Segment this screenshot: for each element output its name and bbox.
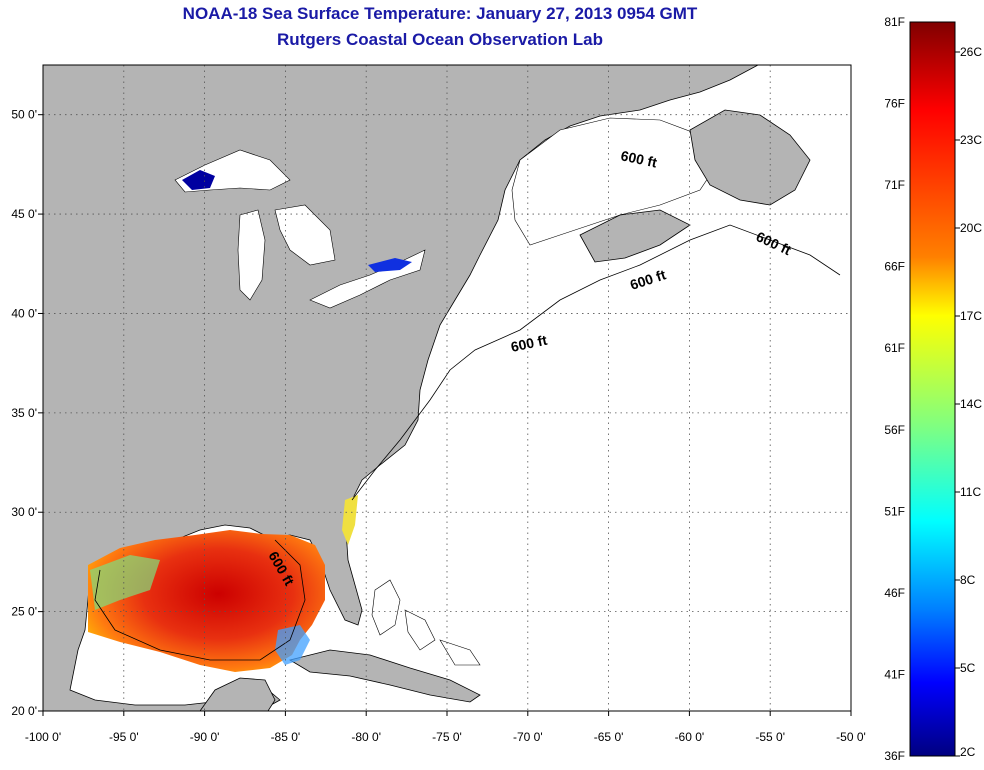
lake-erie-sst [368,258,412,272]
y-tick-label: 25 0' [11,605,37,619]
colorbar-fahrenheit-labels: 81F 76F 71F 66F 61F 56F 51F 46F 41F 36F [884,15,905,763]
gulf-of-st-lawrence [511,117,721,246]
x-tick-label: -90 0' [190,730,220,744]
x-tick-label: -95 0' [109,730,139,744]
colorbar-f-label: 51F [884,504,905,518]
x-tick-label: -85 0' [271,730,301,744]
contour-label-1: 600 ft [619,147,658,170]
map-frame [42,64,852,712]
colorbar-c-label: 8C [960,573,976,587]
y-axis-ticks: 50 0' 45 0' 40 0' 35 0' 30 0' 25 0' 20 0' [11,108,43,718]
colorbar-f-label: 81F [884,15,905,29]
colorbar-f-label: 41F [884,667,905,681]
x-axis-ticks: -100 0' -95 0' -90 0' -85 0' -80 0' -75 0' -70… [25,711,866,744]
contour-600ft-atlantic [351,224,841,501]
colorbar-f-label: 71F [884,178,905,192]
contour-600ft-gulf [94,539,306,661]
x-tick-label: -70 0' [513,730,543,744]
x-tick-label: -65 0' [594,730,624,744]
colorbar-f-label: 56F [884,423,905,437]
colorbar-celsius-labels: 26C 23C 20C 17C 14C 11C 8C 5C 2C [955,45,982,759]
colorbar-c-label: 11C [960,485,981,499]
colorbar-c-label: 26C [960,45,982,59]
x-tick-label: -55 0' [755,730,785,744]
land-yucatan [199,677,276,711]
colorbar-f-label: 76F [884,97,905,111]
colorbar-f-label: 66F [884,260,905,274]
lake-superior-sst [182,170,215,190]
x-tick-label: -75 0' [432,730,462,744]
colorbar-f-label: 36F [884,749,905,763]
colorbar-c-label: 17C [960,309,982,323]
x-tick-label: -60 0' [675,730,705,744]
x-tick-label: -100 0' [25,730,61,744]
sst-cool-patch [275,625,310,665]
y-tick-label: 45 0' [11,207,37,221]
bahamas-banks [371,579,481,666]
x-tick-label: -50 0' [836,730,866,744]
y-tick-label: 30 0' [11,505,37,519]
contour-label-4: 600 ft [509,332,548,355]
y-tick-label: 35 0' [11,406,37,420]
land-cuba [288,649,481,703]
colorbar-c-label: 2C [960,745,976,759]
map-title: NOAA-18 Sea Surface Temperature: January… [182,4,698,23]
colorbar-c-label: 20C [960,221,982,235]
sst-cool-fringe [90,555,160,610]
x-tick-label: -80 0' [351,730,381,744]
y-tick-label: 50 0' [11,108,37,122]
colorbar-f-label: 46F [884,586,905,600]
y-tick-label: 40 0' [11,306,37,320]
map-subtitle: Rutgers Coastal Ocean Observation Lab [277,30,603,49]
atlantic-coast-sst [342,495,358,545]
y-tick-label: 20 0' [11,704,37,718]
land-newfoundland [689,109,811,206]
lake-michigan [237,209,266,301]
colorbar-c-label: 5C [960,661,976,675]
colorbar-c-label: 23C [960,133,982,147]
colorbar-c-label: 14C [960,397,982,411]
lake-huron [274,204,336,266]
colorbar-f-label: 61F [884,341,905,355]
colorbar [909,21,956,757]
